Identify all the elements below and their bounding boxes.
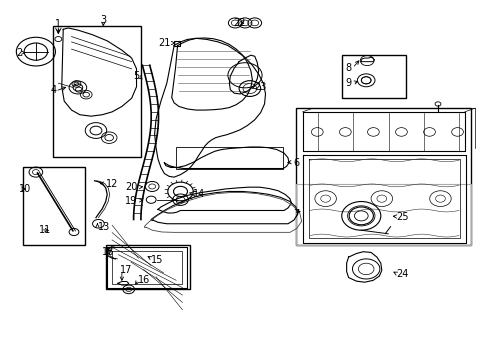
Text: 13: 13 bbox=[98, 222, 111, 232]
Text: 9: 9 bbox=[345, 78, 351, 88]
Text: 24: 24 bbox=[396, 269, 409, 279]
Text: 5: 5 bbox=[133, 71, 140, 81]
Bar bbox=[296, 108, 471, 245]
Bar bbox=[106, 245, 190, 289]
Text: 25: 25 bbox=[396, 212, 409, 221]
Text: 14: 14 bbox=[193, 189, 205, 199]
Text: 23: 23 bbox=[254, 82, 266, 93]
Bar bbox=[296, 184, 471, 244]
Text: 21: 21 bbox=[158, 38, 171, 48]
Text: 17: 17 bbox=[121, 265, 133, 275]
Bar bbox=[175, 147, 283, 168]
Bar bbox=[23, 167, 85, 244]
Text: 12: 12 bbox=[106, 179, 118, 189]
Text: 3: 3 bbox=[100, 15, 106, 26]
Text: 6: 6 bbox=[294, 158, 300, 168]
Text: 10: 10 bbox=[19, 184, 31, 194]
Text: 15: 15 bbox=[151, 255, 164, 265]
Bar bbox=[174, 41, 180, 45]
Text: 7: 7 bbox=[293, 209, 299, 219]
Text: 4: 4 bbox=[50, 85, 56, 95]
Text: 16: 16 bbox=[138, 275, 150, 285]
Text: 22: 22 bbox=[233, 18, 245, 28]
Text: 11: 11 bbox=[39, 225, 51, 235]
Text: 1: 1 bbox=[55, 19, 61, 29]
Text: 8: 8 bbox=[345, 63, 351, 73]
Bar bbox=[53, 26, 142, 157]
Text: 18: 18 bbox=[102, 247, 114, 257]
Text: 20: 20 bbox=[125, 182, 138, 192]
Bar bbox=[342, 55, 406, 98]
Text: 2: 2 bbox=[16, 48, 23, 58]
Text: 19: 19 bbox=[125, 196, 138, 206]
